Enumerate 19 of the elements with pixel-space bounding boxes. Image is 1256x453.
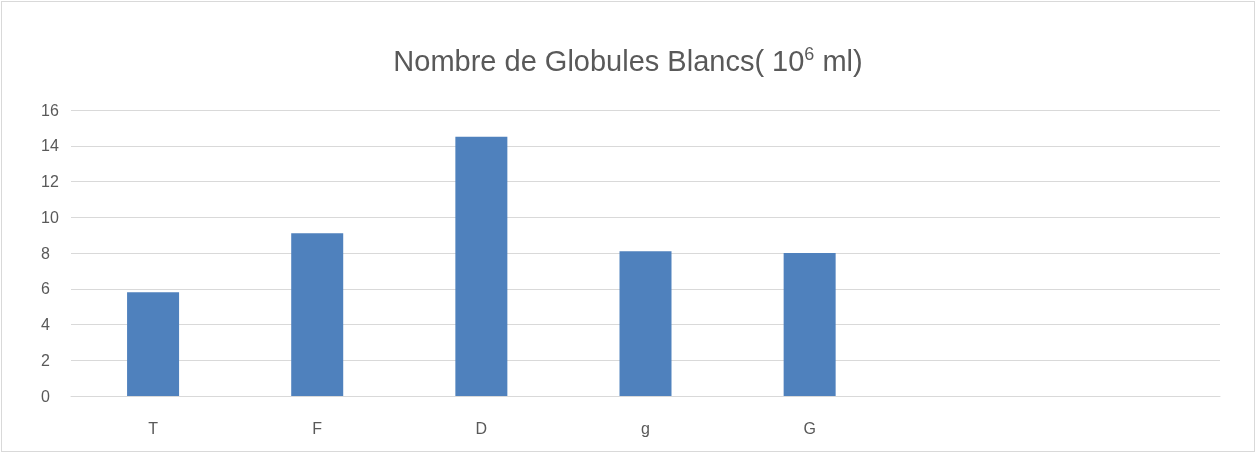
x-tick-label: g — [641, 419, 650, 437]
bar — [619, 251, 672, 396]
x-tick-label: G — [803, 419, 816, 437]
bar — [455, 136, 508, 396]
bar — [291, 233, 344, 396]
x-tick-label: F — [312, 419, 323, 437]
x-tick-label: D — [475, 419, 488, 437]
bar — [783, 253, 836, 396]
bar — [127, 292, 180, 396]
y-tick-label: 16 — [41, 101, 59, 119]
y-tick-label: 4 — [41, 316, 50, 333]
y-tick-label: 2 — [41, 351, 50, 369]
y-tick-label: 12 — [41, 173, 59, 190]
y-tick-label: 8 — [41, 244, 50, 262]
x-tick-label: T — [148, 419, 159, 437]
y-tick-label: 6 — [41, 280, 50, 298]
y-tick-label: 0 — [41, 387, 50, 405]
y-tick-label: 14 — [41, 137, 59, 155]
y-tick-label: 10 — [41, 208, 59, 226]
